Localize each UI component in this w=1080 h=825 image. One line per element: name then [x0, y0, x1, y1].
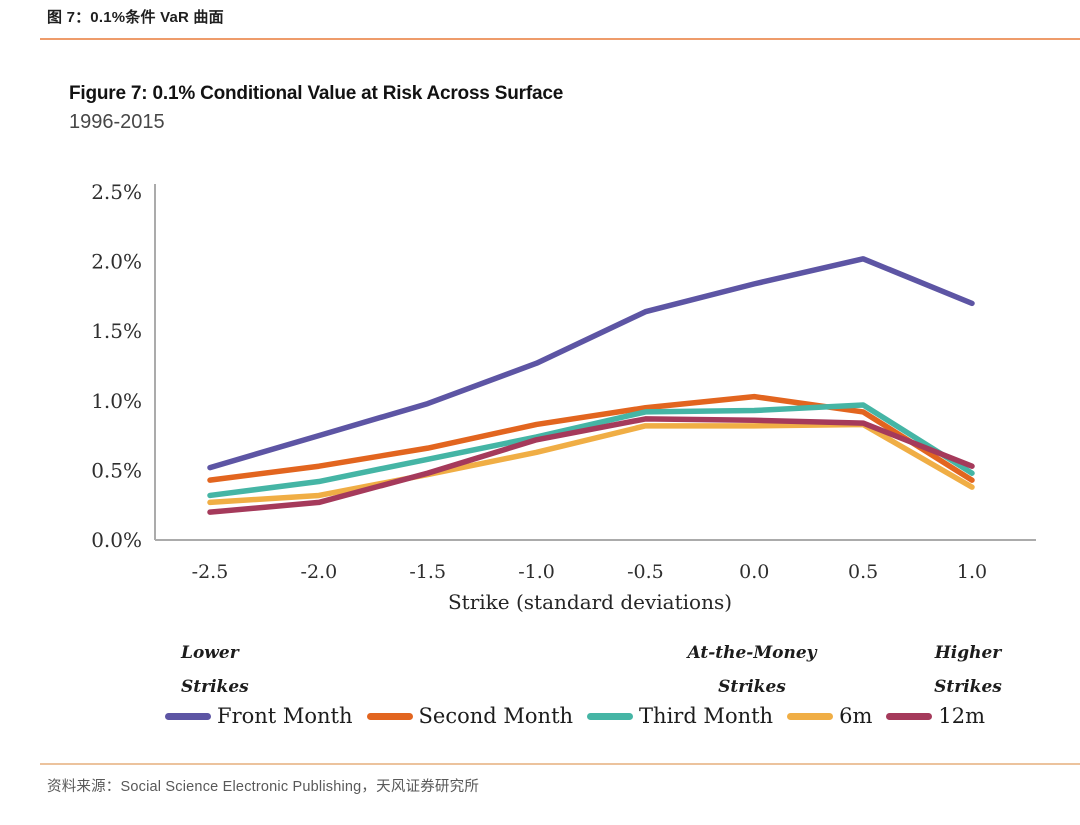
- figure-caption-cn: 图 7：0.1%条件 VaR 曲面: [47, 9, 224, 26]
- figure-title: Figure 7: 0.1% Conditional Value at Risk…: [69, 83, 564, 104]
- annotation-at-the-money-strikes: At-the-Money Strikes: [687, 636, 816, 704]
- annotation-line: Strikes: [718, 677, 786, 697]
- annotation-lower-strikes: Lower Strikes: [181, 636, 249, 704]
- x-tick-label: -1.0: [518, 561, 555, 583]
- figure-subtitle: 1996-2015: [69, 111, 165, 133]
- legend-label-second-month: Second Month: [418, 704, 574, 728]
- legend-swatch-12m: [886, 712, 933, 720]
- footer-divider: [40, 763, 1080, 765]
- legend-item-front-month: Front Month: [165, 704, 353, 728]
- y-tick-label: 1.0%: [91, 389, 142, 413]
- legend-swatch-6m: [787, 712, 834, 720]
- annotation-higher-strikes: Higher Strikes: [934, 636, 1002, 704]
- legend-label-12m: 12m: [938, 704, 985, 728]
- source-note: 资料来源：Social Science Electronic Publishin…: [47, 779, 480, 795]
- series-line-12m: [207, 416, 975, 515]
- chart-legend: Front Month Second Month Third Month 6m 12m: [70, 704, 1080, 728]
- legend-label-6m: 6m: [839, 704, 873, 728]
- legend-swatch-third-month: [587, 712, 634, 720]
- y-tick-label: 0.5%: [91, 458, 142, 482]
- legend-item-third-month: Third Month: [587, 704, 773, 728]
- series-line-front-month: [207, 256, 975, 471]
- x-tick-label: -1.5: [409, 561, 446, 583]
- x-tick-label: 0.0: [739, 561, 769, 583]
- legend-item-6m: 6m: [787, 704, 872, 728]
- series-line-third-month: [207, 402, 975, 499]
- annotation-line: Lower: [181, 643, 239, 663]
- annotation-line: Higher: [934, 643, 1002, 663]
- y-tick-label: 0.0%: [91, 528, 142, 552]
- legend-swatch-second-month: [366, 712, 413, 720]
- header-divider: [40, 38, 1080, 40]
- y-tick-label: 2.5%: [91, 180, 142, 204]
- legend-item-second-month: Second Month: [366, 704, 574, 728]
- x-tick-label: 1.0: [957, 561, 987, 583]
- x-axis-title: Strike (standard deviations): [447, 590, 733, 614]
- y-tick-label: 1.5%: [91, 319, 142, 343]
- x-tick-label: -0.5: [627, 561, 664, 583]
- y-tick-label: 2.0%: [91, 250, 142, 274]
- x-tick-label: -2.5: [192, 561, 229, 583]
- annotation-line: At-the-Money: [687, 643, 817, 663]
- legend-label-third-month: Third Month: [639, 704, 774, 728]
- legend-swatch-front-month: [165, 712, 211, 720]
- series-line-second-month: [207, 393, 975, 483]
- x-tick-label: -2.0: [301, 561, 338, 583]
- legend-item-12m: 12m: [886, 704, 985, 728]
- x-tick-label: 0.5: [848, 561, 878, 583]
- legend-label-front-month: Front Month: [217, 704, 353, 728]
- annotation-line: Strikes: [181, 677, 249, 697]
- annotation-line: Strikes: [934, 677, 1002, 697]
